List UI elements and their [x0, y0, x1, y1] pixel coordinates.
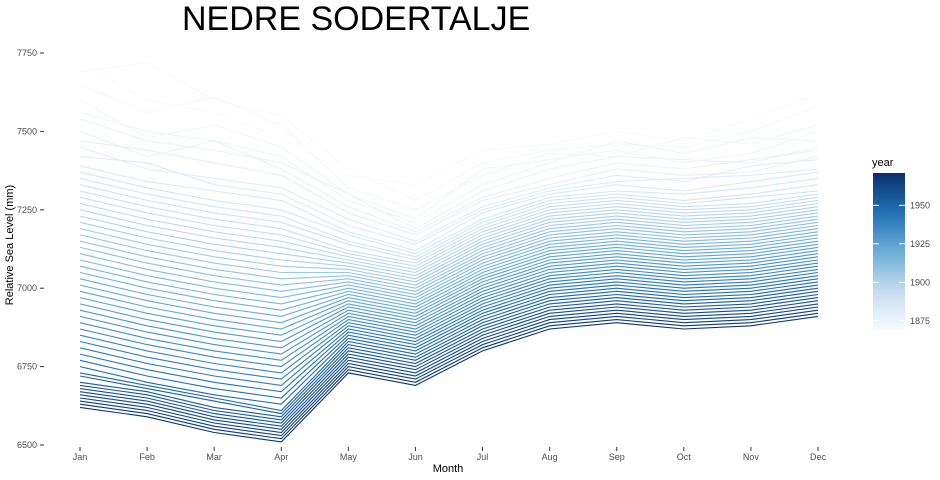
y-tick-label-7000: 7000: [17, 283, 37, 293]
legend: year 1875 1900 1925 1950: [872, 157, 930, 330]
y-tick-label-7500: 7500: [17, 126, 37, 136]
x-tick-label-sep: Sep: [609, 452, 625, 462]
x-tick-label-oct: Oct: [677, 452, 692, 462]
x-tick-label-mar: Mar: [206, 452, 222, 462]
chart-title: NEDRE SODERTALJE: [182, 0, 530, 38]
legend-label-1950: 1950: [910, 200, 930, 210]
x-tick-label-apr: Apr: [274, 452, 288, 462]
series-line-1970: [80, 316, 818, 442]
x-axis-title: Month: [433, 463, 464, 475]
x-tick-label-may: May: [340, 452, 358, 462]
series-line-1962: [80, 304, 818, 429]
legend-label-1900: 1900: [910, 277, 930, 287]
series-line-1956: [80, 295, 818, 420]
y-tick-label-7750: 7750: [17, 48, 37, 58]
legend-title: year: [872, 157, 894, 169]
series-line-1958: [80, 298, 818, 423]
x-tick-label-jan: Jan: [73, 452, 88, 462]
series-line-1968: [80, 313, 818, 438]
series-line-1952: [80, 288, 818, 413]
y-axis: 6500 6750 7000 7250 7500 7750: [17, 48, 44, 450]
y-axis-title: Relative Sea Level (mm): [4, 185, 16, 305]
legend-label-1925: 1925: [910, 239, 930, 249]
x-tick-label-feb: Feb: [139, 452, 155, 462]
x-tick-label-nov: Nov: [743, 452, 760, 462]
legend-label-1875: 1875: [910, 316, 930, 326]
x-tick-label-jul: Jul: [477, 452, 489, 462]
series-line-1886: [80, 172, 818, 254]
y-tick-label-7250: 7250: [17, 205, 37, 215]
series-line-1869: [80, 62, 818, 184]
series-line-1922: [80, 241, 818, 323]
series-line-1950: [80, 285, 818, 410]
series-line-1960: [80, 301, 818, 427]
x-tick-label-dec: Dec: [810, 452, 827, 462]
y-tick-label-6750: 6750: [17, 362, 37, 372]
x-tick-label-jun: Jun: [408, 452, 423, 462]
x-tick-label-aug: Aug: [542, 452, 558, 462]
series-line-1938: [80, 266, 818, 373]
x-axis: Jan Feb Mar Apr May Jun Jul Aug Sep Oct Nov Dec: [73, 447, 827, 462]
series-line-1954: [80, 291, 818, 417]
series-line-1964: [80, 307, 818, 433]
series-line-1966: [80, 310, 818, 435]
legend-colorbar: [873, 173, 905, 330]
series-line-1870: [80, 62, 818, 200]
y-tick-label-6500: 6500: [17, 440, 37, 450]
series-lines: [80, 62, 818, 442]
